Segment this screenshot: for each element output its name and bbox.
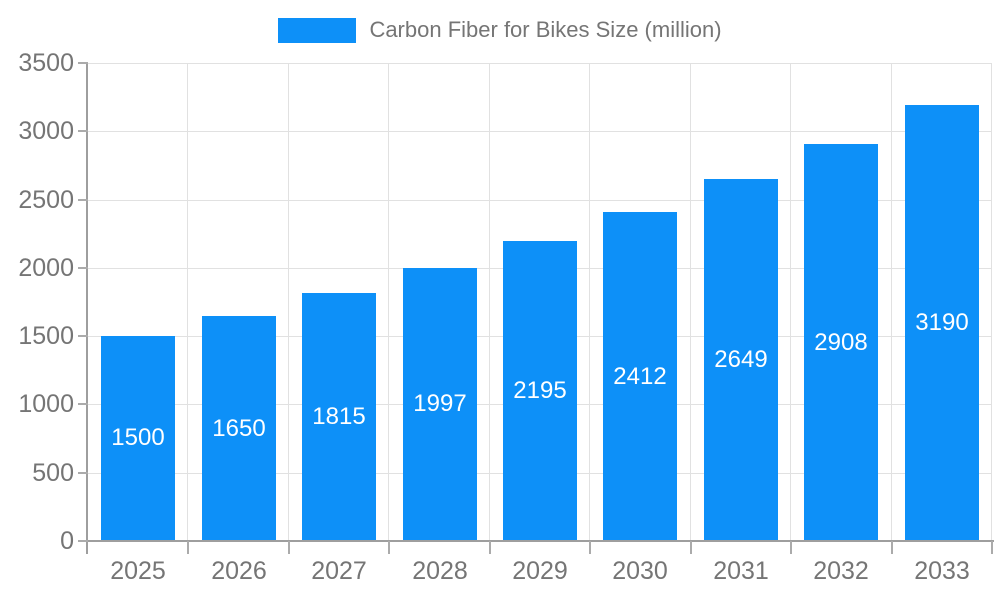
bar-value-label: 1997 — [413, 390, 467, 417]
bar-value-label: 2908 — [814, 329, 868, 356]
bar-value-label: 3190 — [915, 309, 969, 336]
y-axis-tick — [78, 62, 88, 64]
x-axis-label: 2027 — [311, 557, 367, 585]
y-axis-label: 2500 — [18, 186, 74, 214]
gridline-vertical — [388, 63, 389, 541]
y-axis-tick — [78, 130, 88, 132]
y-axis-tick — [78, 403, 88, 405]
bar-2027[interactable] — [302, 293, 376, 541]
bar-value-label: 2412 — [613, 363, 667, 390]
bar-value-label: 1500 — [111, 424, 165, 451]
x-axis-label: 2031 — [713, 557, 769, 585]
x-axis-label: 2026 — [211, 557, 267, 585]
x-axis-line — [86, 540, 994, 542]
x-axis-label: 2030 — [612, 557, 668, 585]
bar-2033[interactable] — [905, 105, 979, 541]
gridline-horizontal — [88, 131, 992, 133]
gridline-vertical — [790, 63, 791, 541]
gridline-vertical — [187, 63, 188, 541]
gridline-vertical — [690, 63, 691, 541]
bar-2030[interactable] — [603, 212, 677, 541]
y-axis-tick — [78, 540, 88, 542]
legend-swatch — [278, 17, 357, 43]
x-axis-tick — [891, 541, 893, 554]
gridline-vertical — [589, 63, 590, 541]
gridline-horizontal — [88, 199, 992, 201]
y-axis-label: 0 — [60, 527, 74, 555]
x-axis-tick — [288, 541, 290, 554]
bar-value-label: 1815 — [312, 403, 366, 430]
x-axis-label: 2025 — [110, 557, 166, 585]
y-axis-tick — [78, 267, 88, 269]
bar-value-label: 1650 — [212, 415, 266, 442]
y-axis-label: 1000 — [18, 390, 74, 418]
x-axis-tick — [790, 541, 792, 554]
bar-2031[interactable] — [704, 179, 778, 541]
y-axis-label: 3000 — [18, 117, 74, 145]
x-axis-tick — [690, 541, 692, 554]
y-axis-label: 500 — [32, 459, 74, 487]
gridline-vertical — [991, 63, 992, 541]
y-axis-tick — [78, 335, 88, 337]
bar-2028[interactable] — [403, 268, 477, 541]
x-axis-tick — [388, 541, 390, 554]
x-axis-tick — [991, 541, 993, 554]
gridline-vertical — [288, 63, 289, 541]
y-axis-label: 3500 — [18, 49, 74, 77]
x-axis-label: 2033 — [914, 557, 970, 585]
bar-value-label: 2649 — [714, 346, 768, 373]
bar-2025[interactable] — [101, 336, 175, 541]
gridline-vertical — [891, 63, 892, 541]
bar-2029[interactable] — [503, 241, 577, 541]
gridline-horizontal — [88, 63, 992, 64]
y-axis-tick — [78, 472, 88, 474]
y-axis-label: 1500 — [18, 322, 74, 350]
x-axis-tick — [589, 541, 591, 554]
x-axis-label: 2032 — [813, 557, 869, 585]
y-axis-tick — [78, 199, 88, 201]
y-axis-line — [86, 63, 88, 554]
x-axis-label: 2029 — [512, 557, 568, 585]
legend-label: Carbon Fiber for Bikes Size (million) — [369, 17, 722, 42]
bar-2026[interactable] — [202, 316, 276, 541]
bar-2032[interactable] — [804, 144, 878, 541]
x-axis-tick — [187, 541, 189, 554]
legend[interactable]: Carbon Fiber for Bikes Size (million) — [0, 17, 1000, 43]
x-axis-label: 2028 — [412, 557, 468, 585]
bar-value-label: 2195 — [513, 377, 567, 404]
plot-area: 1500 1650 1815 1997 2195 2412 2649 2908 3190 — [88, 63, 992, 541]
gridline-vertical — [489, 63, 490, 541]
y-axis-label: 2000 — [18, 254, 74, 282]
x-axis-tick — [489, 541, 491, 554]
